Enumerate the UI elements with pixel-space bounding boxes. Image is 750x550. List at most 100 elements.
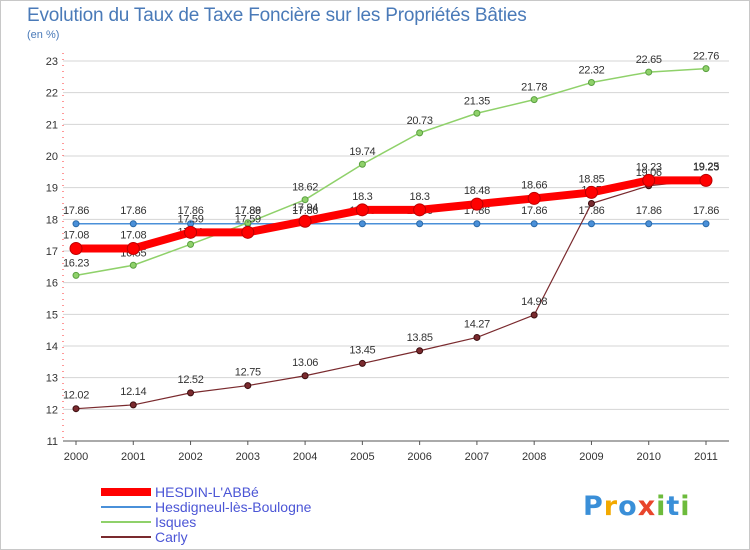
data-label: 17.86 [578, 205, 604, 217]
x-tick-label: 2002 [178, 451, 202, 463]
data-label: 19.23 [693, 161, 719, 173]
data-point[interactable] [301, 196, 309, 204]
data-point[interactable] [413, 203, 427, 217]
series-line [75, 67, 707, 277]
data-label: 20.73 [407, 115, 433, 127]
data-point[interactable] [358, 220, 366, 228]
data-label: 17.86 [120, 205, 146, 217]
data-point[interactable] [645, 220, 653, 228]
legend-swatch [101, 487, 151, 496]
data-label: 18.3 [352, 191, 372, 203]
data-label: 17.86 [693, 205, 719, 217]
data-label: 17.86 [521, 205, 547, 217]
y-tick-label: 11 [47, 436, 58, 448]
y-tick-label: 13 [46, 373, 58, 385]
data-point[interactable] [530, 220, 538, 228]
data-label: 12.52 [178, 374, 204, 386]
data-label: 17.86 [63, 205, 89, 217]
legend-item[interactable]: HESDIN-L'ABBé [101, 483, 259, 500]
data-point[interactable] [187, 389, 195, 397]
series-isques: 16.2316.5517.2117.8918.6219.7420.7321.35… [63, 51, 719, 279]
data-point[interactable] [72, 271, 80, 279]
data-label: 17.86 [292, 205, 318, 217]
data-point[interactable] [702, 65, 710, 73]
data-label: 17.08 [63, 229, 89, 241]
x-tick-label: 2005 [350, 451, 374, 463]
data-point[interactable] [129, 401, 137, 409]
data-label: 12.14 [120, 386, 146, 398]
data-point[interactable] [184, 225, 198, 239]
data-label: 22.65 [636, 54, 662, 66]
legend-item[interactable]: Carly [101, 529, 188, 545]
data-point[interactable] [530, 96, 538, 104]
data-point[interactable] [187, 240, 195, 248]
chart-title: Evolution du Taux de Taxe Foncière sur l… [27, 5, 527, 26]
data-point[interactable] [72, 405, 80, 413]
data-point[interactable] [244, 382, 252, 390]
data-label: 22.32 [578, 65, 604, 77]
data-point[interactable] [358, 359, 366, 367]
data-point[interactable] [473, 109, 481, 117]
data-label: 17.59 [178, 213, 204, 225]
y-tick-label: 19 [46, 183, 58, 195]
y-tick-label: 20 [46, 151, 58, 163]
data-point[interactable] [301, 372, 309, 380]
legend-label: HESDIN-L'ABBé [155, 483, 259, 500]
legend-swatch [101, 535, 151, 538]
legend-swatch [101, 505, 151, 508]
data-point[interactable] [584, 185, 598, 199]
data-point[interactable] [699, 173, 713, 187]
grid-lines [63, 60, 729, 442]
data-label: 21.35 [464, 95, 490, 107]
y-tick-label: 17 [46, 246, 58, 258]
x-tick-label: 2006 [407, 451, 431, 463]
data-point[interactable] [702, 220, 710, 228]
data-label: 13.45 [349, 344, 375, 356]
data-point[interactable] [72, 220, 80, 228]
logo-letter: r [603, 491, 619, 522]
legend-item[interactable]: Hesdigneul-lès-Boulogne [101, 499, 311, 515]
data-label: 14.98 [521, 296, 547, 308]
data-point[interactable] [473, 333, 481, 341]
data-point[interactable] [416, 220, 424, 228]
data-label: 19.25 [693, 161, 719, 173]
data-point[interactable] [355, 203, 369, 217]
data-point[interactable] [298, 214, 312, 228]
data-label: 14.27 [464, 318, 490, 330]
data-point[interactable] [470, 197, 484, 211]
data-label: 17.86 [235, 205, 261, 217]
data-point[interactable] [642, 173, 656, 187]
data-point[interactable] [416, 129, 424, 137]
data-point[interactable] [527, 191, 541, 205]
data-point[interactable] [358, 160, 366, 168]
data-point[interactable] [129, 220, 137, 228]
y-tick-label: 14 [46, 341, 58, 353]
legend-item[interactable]: Isques [101, 514, 196, 530]
data-label: 17.89 [235, 205, 261, 217]
data-point[interactable] [241, 225, 255, 239]
data-point[interactable] [126, 241, 140, 255]
y-tick-label: 18 [46, 214, 58, 226]
y-tick-label: 15 [46, 309, 58, 321]
data-label: 13.06 [292, 357, 318, 369]
data-point[interactable] [587, 200, 595, 207]
data-point[interactable] [129, 261, 137, 269]
x-tick-label: 2008 [522, 451, 546, 463]
data-label: 19.23 [636, 161, 662, 173]
data-label: 17.94 [292, 202, 318, 214]
data-point[interactable] [645, 68, 653, 76]
data-label: 18.66 [521, 179, 547, 191]
data-point[interactable] [587, 220, 595, 228]
data-label: 19.06 [636, 167, 662, 179]
data-label: 18.85 [578, 173, 604, 185]
data-point[interactable] [530, 311, 538, 319]
data-point[interactable] [587, 79, 595, 87]
proxiti-logo: Proxiti [583, 491, 691, 522]
data-point[interactable] [69, 241, 83, 255]
data-point[interactable] [473, 220, 481, 228]
logo-letter: o [618, 491, 638, 522]
x-axis-ticks: 2000 2001 2002 2003 2004 2005 2006 2007 2008 2009… [64, 441, 718, 463]
data-label: 17.86 [636, 205, 662, 217]
data-label: 18.62 [292, 182, 318, 194]
data-point[interactable] [416, 347, 424, 355]
